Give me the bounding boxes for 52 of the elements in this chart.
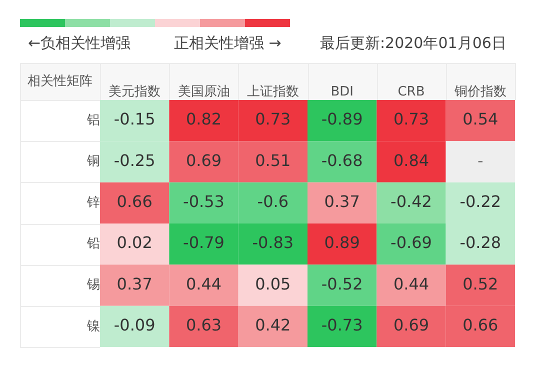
text: ←负相关性增强 xyxy=(28,33,131,53)
data-label: 0.52 xyxy=(462,274,498,294)
data-label: -0.6 xyxy=(257,192,289,212)
data-label: -0.89 xyxy=(321,110,363,129)
data-label: -0.68 xyxy=(321,150,363,170)
text: - xyxy=(478,150,484,170)
x-tick-label: CRB xyxy=(398,84,425,100)
x-tick-label: 铜价指数 xyxy=(453,84,506,100)
data-label: -0.73 xyxy=(321,316,363,335)
data-label: 0.82 xyxy=(186,110,222,129)
data-label: 0.63 xyxy=(186,316,222,335)
data-label: 0.69 xyxy=(393,316,430,335)
data-label: -0.42 xyxy=(390,192,432,212)
y-tick-label: 铝 xyxy=(86,112,100,128)
data-label: -0.69 xyxy=(390,233,432,252)
data-label: 0.73 xyxy=(255,110,291,129)
data-label: 0.51 xyxy=(255,150,291,170)
data-label: -0.52 xyxy=(321,274,363,294)
data-label: 0.69 xyxy=(186,150,222,170)
x-tick-label: 上证指数 xyxy=(246,84,299,100)
data-label: 0.89 xyxy=(324,233,360,252)
data-label: 0.66 xyxy=(462,316,498,335)
x-tick-label: BDI xyxy=(330,84,354,100)
data-label: -0.83 xyxy=(252,233,294,252)
x-tick-label: 美元指数 xyxy=(108,84,161,100)
data-label: 0.44 xyxy=(186,274,222,294)
y-tick-label: 锌 xyxy=(86,195,100,210)
y-tick-label: 铅 xyxy=(86,236,100,252)
y-tick-label: 铜 xyxy=(86,154,100,170)
text: 相关性矩阵 xyxy=(28,74,92,89)
data-label: -0.22 xyxy=(460,192,502,212)
data-label: 0.54 xyxy=(462,110,498,129)
data-label: -0.15 xyxy=(114,110,156,129)
data-label: 0.73 xyxy=(393,110,430,129)
data-label: 0.37 xyxy=(116,274,152,294)
data-label: -0.79 xyxy=(183,233,224,252)
y-tick-label: 镍 xyxy=(86,318,100,334)
data-label: -0.25 xyxy=(114,150,156,170)
data-label: 0.05 xyxy=(255,274,291,294)
y-tick-label: 锡 xyxy=(86,278,100,293)
data-label: 0.66 xyxy=(116,192,152,212)
data-label: 0.02 xyxy=(116,233,152,252)
data-label: 0.44 xyxy=(393,274,430,294)
text: 最后更新:2020年01月06日 xyxy=(320,33,506,53)
x-tick-label: 美国原油 xyxy=(178,84,230,100)
data-label: -0.53 xyxy=(183,192,224,212)
data-label: 0.84 xyxy=(393,150,430,170)
data-label: -0.09 xyxy=(114,316,156,335)
data-label: -0.28 xyxy=(460,233,502,252)
text: 正相关性增强 → xyxy=(174,33,282,53)
data-label: 0.42 xyxy=(255,316,291,335)
data-label: 0.37 xyxy=(324,192,360,212)
